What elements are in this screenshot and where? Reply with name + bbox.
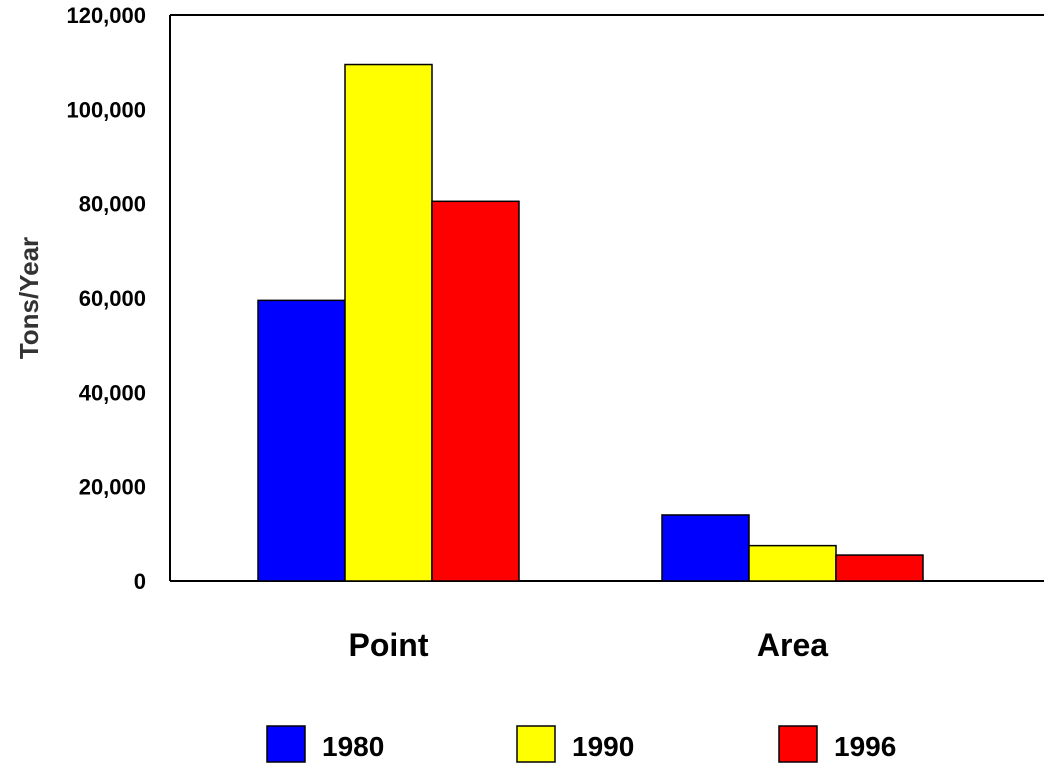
legend-label: 1996 (834, 731, 896, 762)
y-ticks: 0 20,000 40,000 60,000 80,000 100,000 120,000 (66, 3, 146, 594)
legend-label: 1990 (572, 731, 634, 762)
bar-area-1996 (835, 554, 924, 582)
legend-item-1990: 1990 (516, 725, 634, 763)
x-category-label: Area (757, 627, 828, 663)
y-tick-label: 20,000 (79, 475, 146, 500)
bar-point-1996 (431, 200, 520, 582)
bar-point-1980 (257, 299, 346, 582)
legend-label: 1980 (322, 731, 384, 762)
y-tick-label: 40,000 (79, 380, 146, 405)
legend: 1980 1990 1996 (266, 725, 896, 763)
legend-item-1980: 1980 (266, 725, 384, 763)
bar-area-1990 (748, 544, 837, 582)
y-tick-label: 0 (134, 569, 146, 594)
bar-area-1980 (661, 514, 750, 582)
x-labels: Point Area (349, 627, 829, 663)
bar-point-1990 (344, 63, 433, 582)
x-category-label: Point (349, 627, 429, 663)
y-tick-label: 80,000 (79, 192, 146, 217)
y-tick-label: 120,000 (66, 3, 146, 28)
legend-swatch (266, 725, 306, 763)
legend-swatch (516, 725, 556, 763)
bars (257, 63, 924, 582)
legend-item-1996: 1996 (778, 725, 896, 763)
y-tick-label: 60,000 (79, 286, 146, 311)
y-tick-label: 100,000 (66, 97, 146, 122)
y-axis-title: Tons/Year (14, 237, 44, 359)
legend-swatch (778, 725, 818, 763)
